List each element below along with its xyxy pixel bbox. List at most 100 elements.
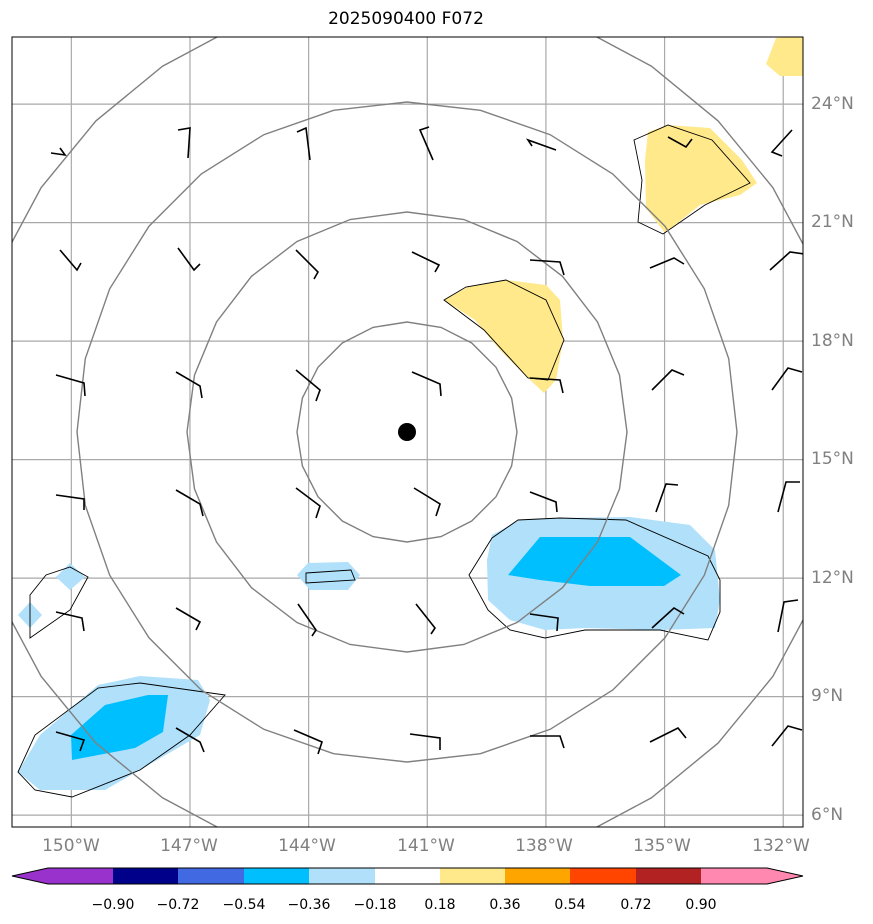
colorbar-label-7: 0.36 [489,897,520,913]
wind-barb-18 [529,377,564,394]
wind-barb-28 [55,611,85,632]
colorbar-label-9: 0.72 [620,897,651,913]
shaded-regions [18,37,803,790]
colorbar-segment-8 [570,868,636,884]
colorbar-segment-4 [309,868,375,884]
colorbar-label-4: −0.36 [288,897,331,913]
positive-region-northeast [645,125,757,233]
wind-barb-39 [530,735,565,749]
colorbar-segment-2 [178,868,244,884]
wind-barb-38 [409,733,441,750]
wind-barb-21 [55,494,85,510]
wind-barb-19 [651,369,685,391]
wind-barb-27 [777,481,800,513]
storm-center-marker [398,423,416,441]
wind-barb-4 [525,138,557,151]
colorbar-segment-3 [244,868,309,884]
wind-barb-22 [175,489,204,517]
range-rings [12,37,803,827]
negative-region-west-dot1 [56,563,85,590]
colorbar-label-8: 0.54 [554,897,585,913]
lat-axis-labels: 6°N 9°N 12°N 15°N 18°N 21°N 24°N [811,94,854,825]
lat-label-18n: 18°N [811,331,854,351]
colorbar [11,867,804,885]
wind-barb-40 [649,726,687,743]
wind-barb-29 [175,607,202,631]
lon-axis-labels: 150°W 147°W 144°W 141°W 138°W 135°W 132°… [42,836,810,856]
colorbar-segment-7 [505,868,570,884]
wind-barb-2 [296,126,311,161]
colorbar-label-2: −0.72 [157,897,200,913]
negative-region-east-inner [508,537,681,586]
wind-barb-1 [177,127,191,159]
colorbar-outline [11,867,804,885]
colorbar-label-1: −0.90 [92,897,135,913]
lon-label-144w: 144°W [278,836,336,856]
contour-outlines [17,124,751,798]
lon-label-147w: 147°W [160,836,218,856]
wind-barb-7 [59,249,82,272]
positive-region-central [444,280,563,393]
wind-barbs [50,126,803,755]
lat-label-6n: 6°N [811,805,843,825]
positive-region-ne-corner [766,37,803,76]
colorbar-segment-1 [113,868,178,884]
wind-barb-32 [529,613,559,632]
negative-region-southwest-inner [71,695,168,760]
lon-label-138w: 138°W [515,836,573,856]
wind-barb-11 [529,259,565,276]
wind-barb-12 [649,257,685,269]
wind-barb-30 [297,603,317,637]
colorbar-segment-0 [12,868,113,884]
colorbar-label-5: −0.18 [354,897,397,913]
colorbar-label-10: 0.90 [685,897,716,913]
wind-barb-20 [771,367,803,391]
lon-label-150w: 150°W [42,836,100,856]
range-ring-4 [12,37,803,827]
wind-barb-13 [769,251,803,271]
wind-barb-16 [295,369,321,402]
range-ring-1 [296,321,518,543]
colorbar-label-3: −0.54 [223,897,266,913]
lat-label-24n: 24°N [811,94,854,114]
wind-barb-9 [295,249,319,280]
lon-label-135w: 135°W [633,836,691,856]
wind-barb-36 [175,727,205,753]
wind-barb-8 [177,247,201,272]
wind-barb-34 [777,599,799,633]
wind-barb-0 [50,147,67,157]
wind-barb-10 [411,251,441,273]
map-panel [12,37,803,827]
wind-barb-14 [55,374,86,397]
wind-barb-3 [418,126,434,161]
wind-barb-26 [655,483,679,513]
colorbar-segment-5 [375,868,440,884]
wind-barb-41 [771,725,803,747]
wind-barb-31 [415,603,436,635]
lat-label-9n: 9°N [811,686,843,706]
lon-label-132w: 132°W [752,836,810,856]
wind-barb-37 [293,729,323,755]
lat-label-12n: 12°N [811,568,854,588]
graticule [12,37,803,827]
lat-label-15n: 15°N [811,449,854,469]
wind-barb-24 [413,487,441,517]
colorbar-segment-6 [440,868,505,884]
map-frame [11,36,804,828]
range-ring-3 [76,101,738,763]
wind-barb-33 [651,607,685,629]
map-title: 2025090400 F072 [328,9,484,29]
lat-label-21n: 21°N [811,212,854,232]
colorbar-segment-9 [636,868,701,884]
colorbar-label-6: 0.18 [424,897,455,913]
wind-barb-6 [770,129,793,157]
wind-barb-23 [295,487,321,519]
lon-label-141w: 141°W [397,836,455,856]
wind-barb-35 [55,731,86,752]
colorbar-segment-10 [701,868,803,884]
wind-barb-5 [667,136,693,149]
wind-barb-15 [175,371,203,399]
wind-barb-25 [529,491,558,513]
wind-barb-17 [411,371,442,397]
